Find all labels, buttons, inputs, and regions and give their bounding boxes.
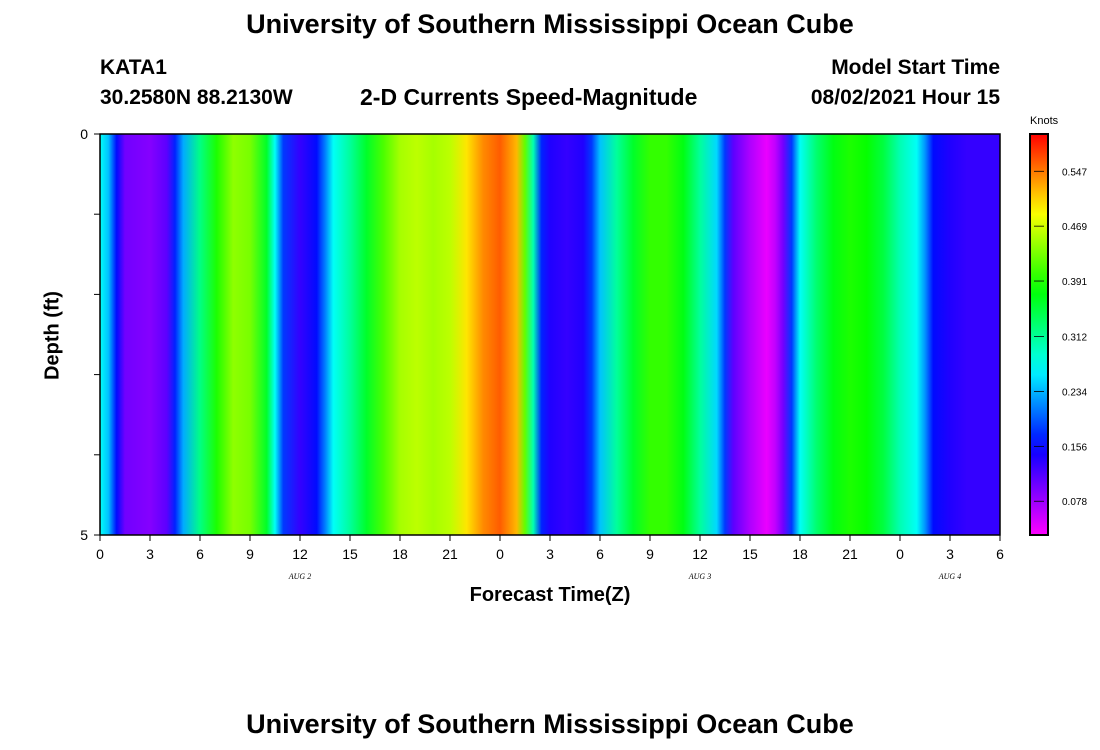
depth-band-1 [100, 214, 1000, 295]
colorbar-tick-label: 0.312 [1062, 333, 1087, 344]
depth-band-2 [100, 294, 1000, 376]
depth-band-3 [100, 374, 1000, 456]
x-tick-label: 15 [342, 546, 358, 562]
x-tick-label: 3 [146, 546, 154, 562]
page-title-bottom: University of Southern Mississippi Ocean… [246, 709, 854, 739]
colorbar-ticks: 0.547 0.469 0.391 0.312 0.234 0.156 0.078 [1034, 167, 1087, 508]
page-title-top: University of Southern Mississippi Ocean… [246, 9, 854, 39]
date-label: AUG 2 [288, 572, 311, 581]
x-tick-label: 12 [692, 546, 708, 562]
x-tick-label: 15 [742, 546, 758, 562]
x-tick-label: 9 [646, 546, 654, 562]
x-tick-label: 6 [996, 546, 1004, 562]
axis-layer: 0 3 6 9 12 15 18 21 0 3 6 9 12 15 18 21 0 3 6 AUG 2 AUG 3 AUG… [80, 126, 1004, 581]
x-tick-label: 3 [946, 546, 954, 562]
colorbar [1029, 133, 1049, 536]
y-tick-label: 0 [80, 126, 88, 142]
x-tick-label: 18 [392, 546, 408, 562]
x-tick-label: 6 [196, 546, 204, 562]
model-start-time: 08/02/2021 Hour 15 [810, 86, 1000, 109]
station-id: KATA1 [100, 56, 167, 79]
depth-band-0 [100, 134, 1000, 215]
x-tick-label: 9 [246, 546, 254, 562]
model-start-label: Model Start Time [831, 56, 1000, 79]
colorbar-tick-label: 0.547 [1062, 167, 1087, 178]
colorbar-tick-label: 0.156 [1062, 442, 1087, 453]
x-tick-label: 0 [96, 546, 104, 562]
colorbar-tick-label: 0.391 [1062, 277, 1087, 288]
x-tick-label: 0 [496, 546, 504, 562]
date-label: AUG 4 [938, 572, 961, 581]
colorbar-tick-label: 0.469 [1062, 222, 1087, 233]
x-tick-label: 21 [442, 546, 458, 562]
chart-subtitle: 2-D Currents Speed-Magnitude [360, 84, 698, 110]
date-label: AUG 3 [688, 572, 711, 581]
depth-band-4 [100, 454, 1000, 536]
heatmap-layer [100, 134, 1000, 536]
colorbar-tick-label: 0.078 [1062, 497, 1087, 508]
x-tick-label: 6 [596, 546, 604, 562]
x-axis-label: Forecast Time(Z) [469, 584, 631, 606]
colorbar-units: Knots [1030, 115, 1059, 127]
x-tick-label: 21 [842, 546, 858, 562]
x-tick-label: 0 [896, 546, 904, 562]
colorbar-tick-label: 0.234 [1062, 387, 1087, 398]
y-tick-label: 5 [80, 527, 88, 543]
x-tick-label: 12 [292, 546, 308, 562]
station-coordinates: 30.2580N 88.2130W [100, 86, 293, 109]
x-tick-label: 3 [546, 546, 554, 562]
x-tick-label: 18 [792, 546, 808, 562]
